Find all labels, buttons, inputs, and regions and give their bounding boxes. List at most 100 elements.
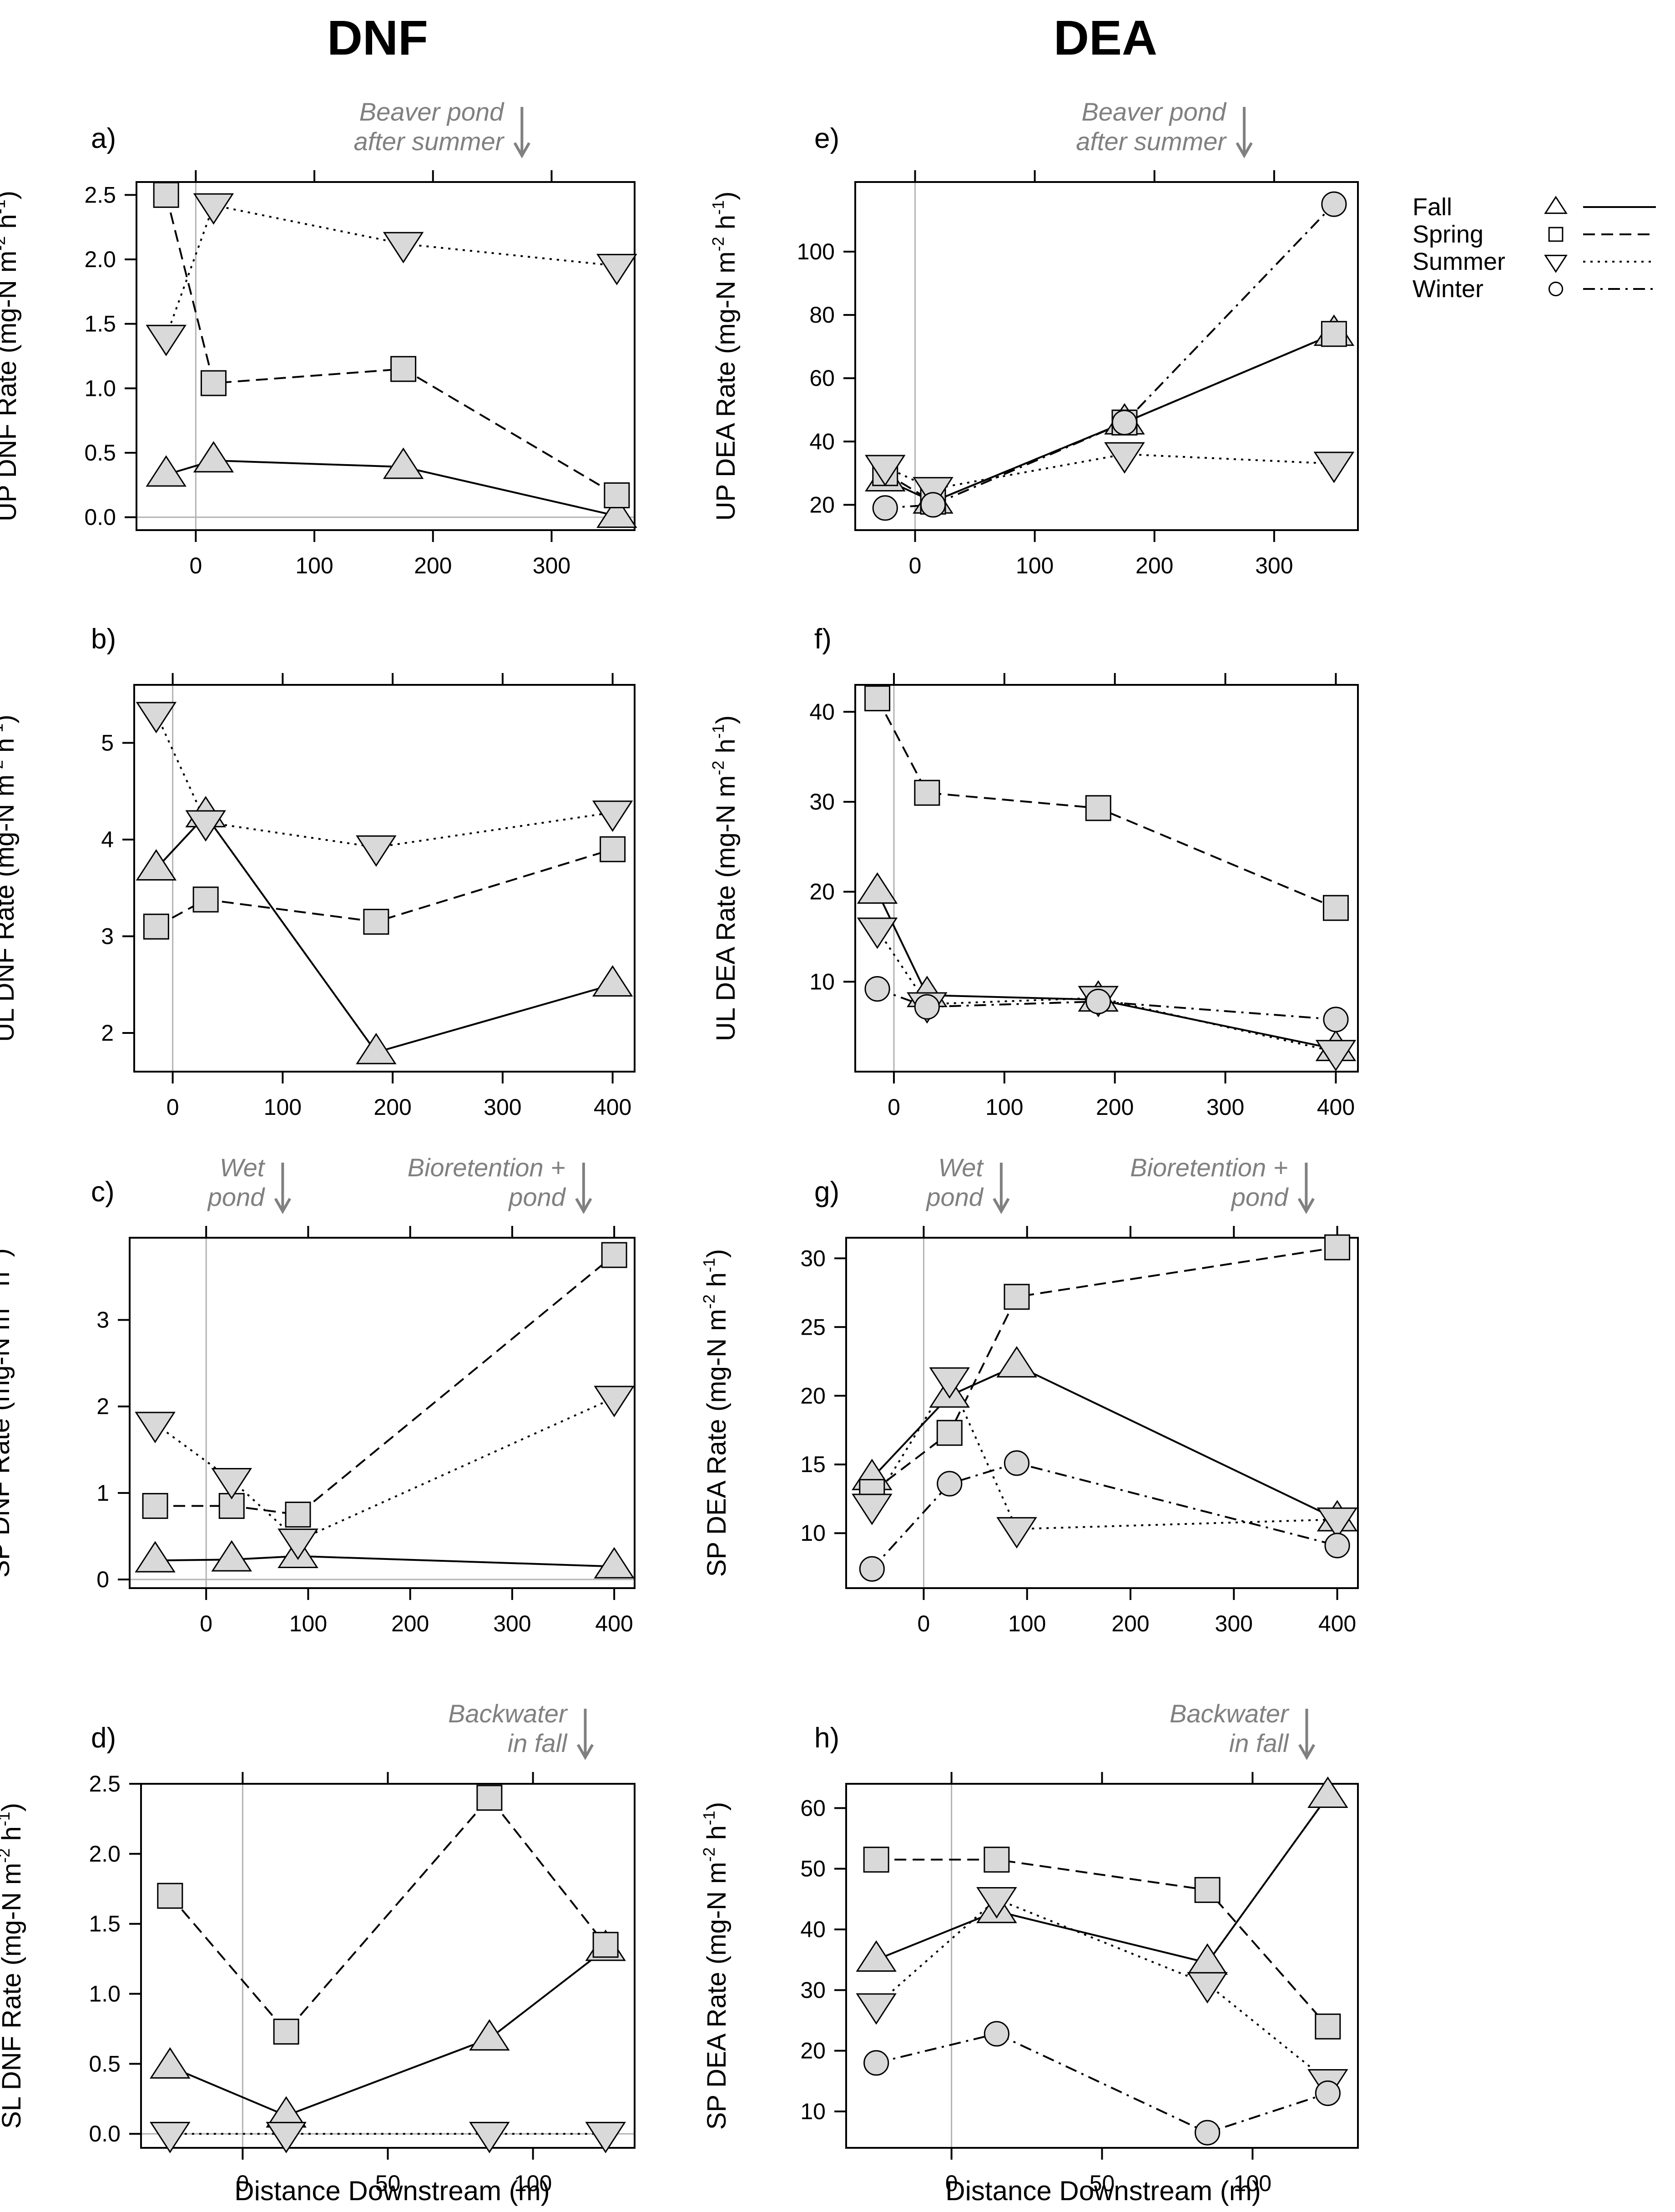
panel-h-y-tick-label: 10 xyxy=(800,2099,826,2124)
panel-g-x-tick-label: 100 xyxy=(1008,1611,1046,1636)
panel-e-point-summer xyxy=(1313,451,1355,483)
panel-g-point-summer xyxy=(929,1367,970,1399)
legend-item-fall: Fall xyxy=(1413,193,1656,221)
panel-d-series-line-fall xyxy=(170,1948,606,2117)
panel-g-x-tick-label: 0 xyxy=(918,1611,930,1636)
panel-b-point-spring xyxy=(192,886,219,913)
panel-g-series-line-spring xyxy=(871,1246,1337,1493)
annotation-arrow-head xyxy=(575,1198,592,1215)
panel-b-series-line-spring xyxy=(156,848,613,928)
panel-e-y-tick-label: 40 xyxy=(809,429,835,454)
panel-a: a) 0 100 200 300 0.0 0.5 1.0 1.5 2.0 2.5 UP DNF Rat… xyxy=(0,97,637,578)
panel-c-series-line-fall xyxy=(155,1555,615,1568)
panel-c-point-fall xyxy=(594,1547,635,1579)
panel-g-point-fall xyxy=(996,1346,1037,1378)
panel-h-series-line-fall xyxy=(876,1795,1329,1964)
annotation-arrow-head xyxy=(1298,1744,1316,1761)
legend-label: Winter xyxy=(1413,275,1483,303)
panel-a-point-fall xyxy=(596,496,637,528)
panel-a-point-summer xyxy=(383,232,424,263)
panel-e-y-tick-label: 20 xyxy=(809,492,835,517)
panel-h-point-winter xyxy=(1195,2120,1221,2146)
panel-f-x-tick-label: 0 xyxy=(888,1094,900,1120)
panel-d-y-tick-label: 1.0 xyxy=(89,1981,121,2007)
panel-h-point-spring xyxy=(1194,1877,1221,1903)
panel-a-point-spring xyxy=(200,370,227,396)
panel-d-y-tick-label: 1.5 xyxy=(89,1911,121,1937)
panel-e-x-tick-label: 0 xyxy=(909,553,922,578)
panel-h-point-spring xyxy=(984,1847,1010,1873)
panel-c-y-tick-label: 0 xyxy=(96,1567,109,1592)
panel-g-point-winter xyxy=(859,1556,885,1582)
panel-a-series-line-summer xyxy=(165,204,617,337)
annotation-text: Wet xyxy=(938,1153,984,1182)
panel-a-point-summer xyxy=(193,193,234,225)
panel-e-x-tick-label: 100 xyxy=(1016,553,1054,578)
panel-g-y-tick-label: 15 xyxy=(800,1452,826,1477)
panel-h-point-summer xyxy=(976,1887,1017,1919)
panel-c-point-summer xyxy=(277,1529,318,1560)
panel-h-point-winter xyxy=(984,2021,1009,2047)
panel-e-y-tick-label: 100 xyxy=(797,239,835,264)
panel-e-point-summer xyxy=(1104,442,1145,474)
panel-b-y-tick-label: 2 xyxy=(101,1020,114,1046)
panel-e: e) 0 100 200 300 20 40 60 80 100 UP DEA Rate (mg-N… xyxy=(709,97,1359,578)
panel-g-series-line-summer xyxy=(871,1377,1337,1530)
panel-d-point-fall xyxy=(150,2047,191,2079)
annotation-text: in fall xyxy=(508,1729,568,1757)
panel-d-y-tick-label: 0.0 xyxy=(89,2121,121,2146)
panel-h-point-fall xyxy=(856,1940,897,1972)
panel-h-point-summer xyxy=(856,1993,897,2025)
panel-c-point-spring xyxy=(142,1493,168,1519)
panel-f-point-fall xyxy=(857,872,898,904)
panel-c-y-tick-label: 2 xyxy=(96,1394,109,1419)
panel-e-point-winter xyxy=(920,492,946,518)
legend-label: Fall xyxy=(1413,193,1452,221)
panel-h-x-tick-label: 50 xyxy=(1090,2171,1115,2196)
panel-a-x-tick-label: 300 xyxy=(533,553,570,578)
panel-a-frame xyxy=(136,181,636,531)
panel-b: b) 0 100 200 300 400 2 3 4 5 UL DNF Rate (mg-N m-2… xyxy=(0,623,636,1120)
panel-b-point-spring xyxy=(600,836,626,862)
annotation-text: Bioretention + xyxy=(408,1153,565,1182)
panel-c-point-summer xyxy=(594,1386,635,1417)
panel-a-y-tick-label: 1.5 xyxy=(84,311,116,337)
panel-f-point-spring xyxy=(864,685,891,712)
panel-g-y-tick-label: 25 xyxy=(800,1314,826,1340)
panel-g-series-line-fall xyxy=(871,1364,1338,1520)
panel-h-x-tick-label: 100 xyxy=(1234,2171,1271,2196)
panel-e-point-winter xyxy=(1111,410,1138,435)
panel-d-series-line-spring xyxy=(169,1796,606,2033)
panel-f-point-summer xyxy=(857,917,898,949)
panel-c-x-tick-label: 300 xyxy=(493,1611,531,1636)
panel-c-label: c) xyxy=(91,1176,115,1208)
panel-f-x-tick-label: 300 xyxy=(1206,1094,1244,1120)
legend-label: Spring xyxy=(1413,221,1483,248)
annotation-arrow-head xyxy=(513,142,530,159)
panel-g-x-tick-label: 200 xyxy=(1111,1611,1149,1636)
annotation-arrow-head xyxy=(993,1198,1010,1215)
panel-f-series-line-winter xyxy=(877,988,1336,1021)
panel-h-point-spring xyxy=(1315,2013,1341,2040)
panel-g-label: g) xyxy=(814,1176,839,1208)
annotation-text: pond xyxy=(1231,1183,1289,1211)
panel-h-frame xyxy=(845,1783,1359,2149)
panel-d-y-tick-label: 2.5 xyxy=(89,1771,121,1797)
panel-c-point-summer xyxy=(211,1468,252,1500)
panel-h-series-line-winter xyxy=(876,2033,1328,2134)
panel-g-point-spring xyxy=(1324,1234,1351,1260)
panel-e-y-tick-label: 60 xyxy=(809,365,835,391)
panel-c-y-tick-label: 3 xyxy=(96,1307,109,1333)
panel-f: f) 0 100 200 300 400 10 20 30 40 UL DEA Rate (mg-N… xyxy=(709,623,1359,1120)
x-axis-label-right: Distance Downstream (m) xyxy=(945,2176,1261,2206)
panel-g-point-winter xyxy=(1324,1533,1350,1559)
panel-b-point-fall xyxy=(592,965,633,997)
panel-b-x-tick-label: 100 xyxy=(264,1094,302,1120)
panel-a-x-tick-label: 0 xyxy=(189,553,202,578)
column-title-dea: DEA xyxy=(1054,10,1157,65)
panel-e-point-winter xyxy=(1321,191,1347,217)
panel-b-point-fall xyxy=(136,849,177,881)
panel-f-y-tick-label: 20 xyxy=(809,879,835,905)
panel-c-y-axis-label: SP DNF Rate (mg-N m-2 h-1) xyxy=(0,1248,15,1578)
